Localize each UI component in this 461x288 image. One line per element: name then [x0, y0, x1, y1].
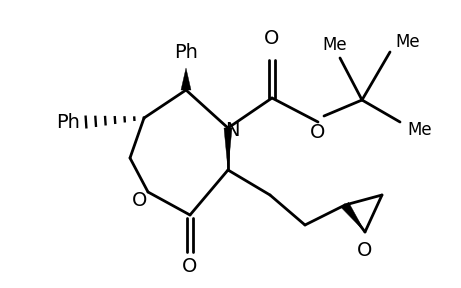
Text: Me: Me: [323, 36, 347, 54]
Text: Ph: Ph: [56, 113, 80, 132]
Text: O: O: [264, 29, 280, 48]
Text: O: O: [357, 240, 372, 259]
Text: O: O: [182, 257, 198, 276]
Text: O: O: [310, 122, 325, 141]
Polygon shape: [224, 128, 232, 170]
Polygon shape: [342, 202, 365, 232]
Text: O: O: [132, 190, 148, 209]
Text: Ph: Ph: [174, 43, 198, 62]
Text: N: N: [225, 120, 239, 139]
Text: Me: Me: [396, 33, 420, 51]
Text: Me: Me: [408, 121, 432, 139]
Polygon shape: [181, 68, 191, 90]
